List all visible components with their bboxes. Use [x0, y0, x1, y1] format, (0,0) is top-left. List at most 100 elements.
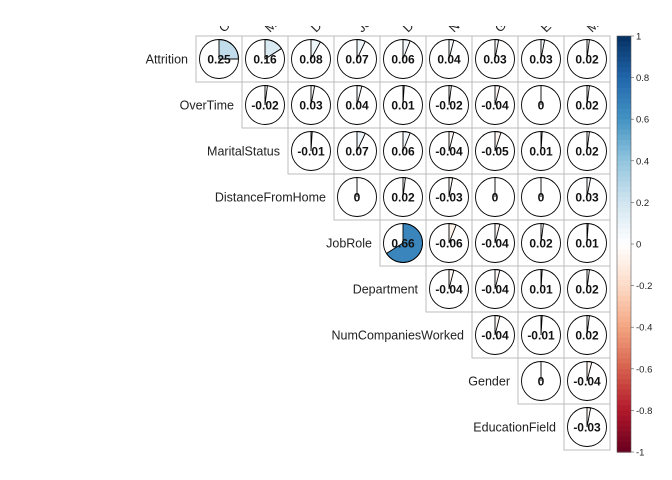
colorbar-segment: [617, 353, 631, 359]
corr-cell: -0.04: [471, 265, 519, 313]
corr-value: 0.02: [529, 237, 553, 251]
colorbar-segment: [617, 197, 631, 203]
pie-outline: [567, 39, 607, 79]
pie-outline: [383, 131, 423, 171]
pie-outline: [245, 39, 285, 79]
corr-value: 0.16: [253, 53, 277, 67]
colorbar-segment: [617, 171, 631, 177]
column-labels: OverTimeMaritalStatusDistanceFromHomeJob…: [216, 0, 654, 35]
colorbar-segment: [617, 41, 631, 47]
colorbar-segment: [617, 134, 631, 141]
pie-outline: [521, 269, 561, 309]
colorbar-segment: [617, 155, 631, 162]
corr-value: -0.06: [435, 237, 463, 251]
pie-outline: [567, 407, 607, 447]
colorbar-segment: [617, 56, 631, 63]
colorbar-segment: [617, 410, 631, 417]
corr-value: 0.03: [483, 53, 507, 67]
corr-value: -0.02: [251, 99, 279, 113]
corr-value: 0.06: [391, 145, 415, 159]
colorbar-segment: [617, 228, 631, 235]
corr-value: 0.66: [391, 237, 415, 251]
corr-cell: 0.04: [333, 81, 381, 129]
colorbar-segment: [617, 332, 631, 339]
corr-cell: -0.02: [241, 81, 289, 129]
corr-value: 0.03: [299, 99, 323, 113]
colorbar-segment: [617, 77, 631, 84]
colorbar-segment: [617, 322, 631, 328]
corr-cell: 0.07: [333, 35, 381, 83]
corr-cell: 0.25: [195, 35, 243, 83]
corr-cell: 0.66: [379, 219, 427, 267]
corr-cell: -0.01: [287, 127, 335, 175]
colorbar-segment: [617, 51, 631, 58]
corr-value: 0.01: [575, 237, 599, 251]
pie-outline: [567, 315, 607, 355]
pie-outline: [337, 39, 377, 79]
pie-outline: [521, 39, 561, 79]
corr-cell: 0.02: [563, 265, 611, 313]
colorbar-segment: [617, 348, 631, 354]
corr-cell: 0.06: [379, 35, 427, 83]
pie-outline: [475, 177, 515, 217]
pie-outline: [475, 315, 515, 355]
corr-value: 0.01: [529, 145, 553, 159]
colorbar-segment: [617, 192, 631, 198]
corr-cell: 0.01: [379, 81, 427, 129]
column-label: MonthlyIncome: [584, 0, 654, 35]
colorbar-segment: [617, 249, 631, 255]
corr-value: 0.04: [345, 99, 369, 113]
pie-outline: [475, 131, 515, 171]
corr-cell: 0.06: [379, 127, 427, 175]
corr-cell: -0.04: [471, 311, 519, 359]
pie-outline: [291, 85, 331, 125]
row-label: EducationField: [473, 421, 556, 435]
colorbar-tick-label: 0.6: [636, 115, 649, 126]
corr-cell: 0.08: [287, 35, 335, 83]
corr-value: -0.02: [435, 99, 463, 113]
corr-cell: 0: [517, 357, 565, 405]
pie-outline: [521, 223, 561, 263]
corr-value: 0.25: [207, 53, 231, 67]
colorbar-segment: [617, 88, 631, 94]
colorbar-segment: [617, 379, 631, 385]
colorbar-segment: [617, 306, 631, 313]
colorbar-tick-label: 0: [636, 240, 641, 251]
colorbar-tick-label: 0.2: [636, 198, 649, 209]
corr-value: 0.08: [299, 53, 323, 67]
row-label: Gender: [468, 375, 510, 389]
pie-outline: [521, 85, 561, 125]
colorbar-segment: [617, 72, 631, 79]
column-label: OverTime: [216, 0, 264, 35]
colorbar-segment: [617, 384, 631, 391]
colorbar-segment: [617, 36, 631, 42]
colorbar-segment: [617, 316, 631, 323]
corr-cell: 0.16: [241, 35, 289, 83]
corr-cell: 0.02: [379, 173, 427, 221]
pie-outline: [475, 85, 515, 125]
column-label: JobRole: [354, 0, 396, 35]
colorbar-segment: [617, 389, 631, 396]
corr-cell: -0.04: [471, 81, 519, 129]
colorbar-segment: [617, 218, 631, 224]
colorbar-segment: [617, 264, 631, 271]
colorbar-segment: [617, 254, 631, 261]
colorbar-segment: [617, 436, 631, 443]
corr-value: -0.04: [573, 375, 601, 389]
pie-outline: [567, 223, 607, 263]
pie-outline: [337, 85, 377, 125]
colorbar-tick-label: -0.6: [636, 364, 652, 375]
colorbar-tick-label: -0.4: [636, 323, 652, 334]
pie-outline: [429, 269, 469, 309]
pie-outline: [337, 177, 377, 217]
colorbar-segment: [617, 311, 631, 318]
colorbar-segment: [617, 327, 631, 333]
colorbar-segment: [617, 129, 631, 136]
pie-outline: [475, 39, 515, 79]
column-label: Department: [400, 0, 456, 35]
colorbar-segment: [617, 363, 631, 370]
correlation-cells: 0.25 0.16 0.08 0.07 0.06 0.04 0.03 0.03 0.02 -0.0…: [195, 35, 611, 451]
corr-value: 0: [538, 191, 545, 205]
pie-outline: [199, 39, 239, 79]
